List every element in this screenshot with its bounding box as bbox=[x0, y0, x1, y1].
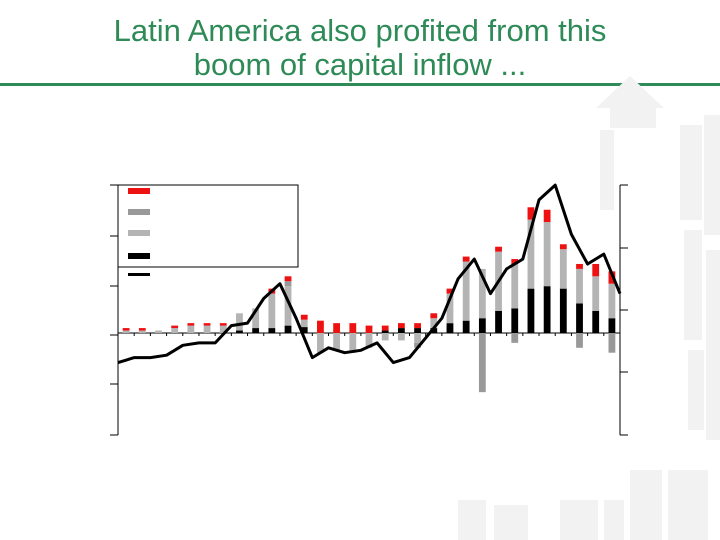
axes bbox=[110, 184, 628, 436]
bar-s1-p11 bbox=[300, 319, 308, 328]
bar-s0-p10 bbox=[284, 325, 292, 333]
bar-s0-p25 bbox=[527, 288, 535, 333]
bar-s1-p12 bbox=[317, 333, 324, 353]
bar-s3-p15 bbox=[365, 325, 373, 333]
bar-s1-p30 bbox=[608, 283, 616, 319]
bar-s0-p7 bbox=[236, 330, 243, 333]
bar-s3-p26 bbox=[543, 209, 551, 223]
bar-s0-p11 bbox=[300, 327, 308, 333]
bar-s1-p15 bbox=[365, 333, 373, 348]
bar-s3-p20 bbox=[446, 288, 454, 294]
bar-s3-p14 bbox=[349, 323, 357, 333]
bar-s2-p10 bbox=[284, 281, 292, 287]
bar-s0-p23 bbox=[495, 310, 502, 333]
bar-s1-p5 bbox=[203, 325, 211, 333]
slide-title-line2: boom of capital inflow ... bbox=[193, 47, 527, 82]
bar-s3-p23 bbox=[495, 246, 502, 252]
legend-swatch-line bbox=[128, 273, 150, 276]
bar-s0-p20 bbox=[446, 323, 454, 333]
legend-swatch-gray-dark bbox=[128, 209, 150, 215]
legend-swatch-gray-light bbox=[128, 230, 150, 236]
bar-s1-p1 bbox=[138, 330, 146, 333]
bar-s1-p6 bbox=[219, 325, 227, 333]
bar-s3-p28 bbox=[576, 263, 583, 269]
bar-s1-p8 bbox=[252, 308, 260, 329]
bar-s1-p0 bbox=[122, 330, 130, 333]
bar-s3-p21 bbox=[462, 256, 470, 262]
bars-layer bbox=[122, 207, 616, 393]
slide-title-line1: Latin America also profited from this bbox=[113, 13, 607, 48]
bar-s3-p13 bbox=[333, 323, 341, 333]
title-divider bbox=[0, 83, 720, 86]
bar-s3-p27 bbox=[559, 244, 567, 250]
bar-s2-p18 bbox=[414, 342, 421, 348]
bar-s1-p22 bbox=[478, 268, 486, 319]
bar-s0-p26 bbox=[543, 286, 551, 333]
bar-s1-p14 bbox=[349, 333, 357, 353]
bar-s2-p24 bbox=[511, 333, 519, 343]
bar-s1-p24 bbox=[511, 263, 519, 309]
bar-s3-p0 bbox=[122, 328, 130, 331]
bar-s1-p7 bbox=[236, 313, 243, 331]
bar-s1-p2 bbox=[155, 330, 162, 333]
bar-s3-p3 bbox=[171, 325, 179, 329]
bar-s1-p26 bbox=[543, 222, 551, 287]
bar-s0-p17 bbox=[397, 328, 405, 333]
bar-s3-p29 bbox=[592, 263, 600, 277]
line-series-0 bbox=[117, 183, 622, 365]
bar-s0-p27 bbox=[559, 288, 567, 333]
bar-s0-p28 bbox=[576, 303, 583, 333]
bar-s0-p19 bbox=[430, 328, 438, 333]
bar-s1-p27 bbox=[559, 249, 567, 289]
bar-s0-p16 bbox=[381, 330, 389, 333]
bar-s0-p30 bbox=[608, 318, 616, 333]
bar-s1-p16 bbox=[381, 333, 389, 341]
bar-s3-p12 bbox=[317, 320, 324, 333]
bar-s3-p25 bbox=[527, 207, 535, 220]
bar-s1-p9 bbox=[268, 293, 276, 329]
bar-s0-p18 bbox=[414, 328, 421, 333]
bar-s3-p5 bbox=[203, 323, 211, 326]
bar-s0-p9 bbox=[268, 328, 276, 333]
legend-swatch-red bbox=[128, 188, 150, 194]
bar-s2-p22 bbox=[478, 333, 486, 393]
bar-s1-p25 bbox=[527, 219, 535, 289]
bar-s0-p8 bbox=[252, 328, 260, 333]
bar-s3-p4 bbox=[187, 323, 195, 326]
slide-title: Latin America also profited from this bo… bbox=[0, 14, 720, 82]
bar-s1-p29 bbox=[592, 276, 600, 311]
bar-s1-p3 bbox=[171, 328, 179, 333]
bar-s2-p28 bbox=[576, 333, 583, 348]
bar-s3-p16 bbox=[381, 325, 389, 331]
bar-s1-p13 bbox=[333, 333, 341, 351]
bar-s0-p22 bbox=[478, 318, 486, 333]
bar-s1-p17 bbox=[397, 333, 405, 341]
bar-s1-p21 bbox=[462, 261, 470, 321]
bar-s3-p24 bbox=[511, 259, 519, 264]
bar-s3-p19 bbox=[430, 313, 438, 319]
bar-s1-p10 bbox=[284, 286, 292, 326]
bar-s0-p24 bbox=[511, 308, 519, 333]
bar-s3-p1 bbox=[138, 328, 146, 331]
bar-s2-p30 bbox=[608, 333, 616, 353]
bar-s3-p11 bbox=[300, 314, 308, 320]
line-layer bbox=[117, 183, 622, 365]
bar-s1-p18 bbox=[414, 333, 421, 343]
legend-swatch-black bbox=[128, 253, 150, 259]
bar-s0-p21 bbox=[462, 320, 470, 333]
bar-s1-p20 bbox=[446, 293, 454, 324]
bar-s1-p19 bbox=[430, 318, 438, 329]
bar-s3-p6 bbox=[219, 323, 227, 326]
bar-s3-p17 bbox=[397, 323, 405, 329]
bar-s1-p28 bbox=[576, 268, 583, 304]
bar-s3-p10 bbox=[284, 276, 292, 282]
bar-s1-p4 bbox=[187, 325, 195, 333]
bar-s0-p29 bbox=[592, 310, 600, 333]
bar-s3-p18 bbox=[414, 323, 421, 329]
